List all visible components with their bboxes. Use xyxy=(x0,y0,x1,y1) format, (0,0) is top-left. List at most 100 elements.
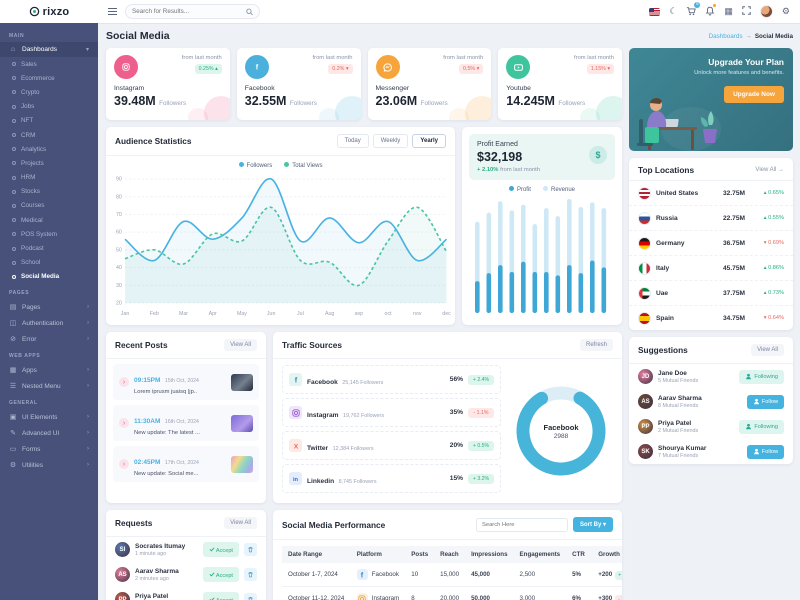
youtube-icon xyxy=(506,55,531,79)
sidebar-item-hrm[interactable]: HRM xyxy=(0,171,98,185)
accept-button[interactable]: Accept xyxy=(202,542,239,557)
sidebar-item-ecommerce[interactable]: Ecommerce xyxy=(0,71,98,85)
traffic-source-row[interactable]: f Facebook 25,145 Followers 56% + 2.4% xyxy=(282,365,501,394)
fullscreen-icon[interactable] xyxy=(742,6,751,17)
user-avatar[interactable] xyxy=(759,5,773,18)
accept-button[interactable]: Accept xyxy=(202,592,239,600)
sidebar-item-utilities[interactable]: ⚙ Utilities › xyxy=(9,461,89,470)
menu-toggle-icon[interactable] xyxy=(108,7,117,16)
apps-grid-icon[interactable]: ▦ xyxy=(724,6,733,16)
trash-icon[interactable] xyxy=(244,568,257,581)
suggestions-view-all-button[interactable]: View All xyxy=(751,344,784,356)
settings-gear-icon[interactable]: ⚙ xyxy=(781,6,790,16)
column-header[interactable]: Date Range xyxy=(282,546,351,563)
search-input[interactable] xyxy=(132,8,242,15)
traffic-source-row[interactable]: Instagram 19,762 Followers 35% - 1.1% xyxy=(282,398,501,427)
sidebar-item-jobs[interactable]: Jobs xyxy=(0,100,98,114)
performance-title: Social Media Performance xyxy=(282,519,386,530)
stat-card-facebook[interactable]: f from last month 0.2% ▾ Facebook 32.55M… xyxy=(236,48,361,120)
traffic-source-row[interactable]: X Twitter 12,384 Followers 20% + 0.5% xyxy=(282,431,501,460)
bullet-icon xyxy=(12,175,16,180)
dark-mode-icon[interactable]: ☾ xyxy=(669,6,678,16)
stat-card-instagram[interactable]: from last month 0.25% ▴ Instagram 39.48M… xyxy=(106,48,230,120)
sidebar-item-nested-menu[interactable]: ☰ Nested Menu › xyxy=(9,382,89,391)
trash-icon[interactable] xyxy=(244,543,257,556)
locations-view-all-link[interactable]: View All → xyxy=(755,167,784,173)
cart-icon[interactable]: 5 xyxy=(686,1,701,18)
follow-button[interactable]: Follow xyxy=(746,394,784,409)
column-header[interactable]: Reach xyxy=(434,546,466,563)
following-button[interactable]: Following xyxy=(739,419,784,434)
requests-view-all-button[interactable]: View All xyxy=(224,517,257,529)
sidebar-item-crypto[interactable]: Crypto xyxy=(0,85,98,99)
table-row[interactable]: October 1-7, 2024 f Facebook 10 15,000 45,0… xyxy=(282,563,622,587)
sidebar-item-school[interactable]: School xyxy=(0,256,98,270)
sidebar-item-forms[interactable]: ▭ Forms › xyxy=(9,445,89,454)
traffic-source-row[interactable]: in Linkedin 8,745 Followers 15% + 3.2% xyxy=(282,464,501,493)
post-item[interactable]: › 02:45PM 17th Oct, 2024 New update: Soc… xyxy=(113,446,259,482)
refresh-button[interactable]: Refresh xyxy=(579,339,613,351)
facebook-icon: f xyxy=(289,373,302,386)
tab-today[interactable]: Today xyxy=(336,134,369,148)
column-header[interactable]: Impressions xyxy=(465,546,514,563)
bell-icon[interactable] xyxy=(705,3,717,18)
stat-card-messenger[interactable]: from last month 0.5% ▾ Messenger 23.06M … xyxy=(367,48,492,120)
elements-icon: ▣ xyxy=(9,414,17,421)
stat-platform: Youtube xyxy=(506,85,531,92)
sidebar-item-pos-system[interactable]: POS System xyxy=(0,227,98,241)
column-header[interactable]: Growth xyxy=(592,546,622,563)
breadcrumb-section[interactable]: Dashboards xyxy=(708,32,743,40)
location-row[interactable]: Germany 36.75M ▾ 0.69% xyxy=(629,231,793,256)
column-header[interactable]: CTR xyxy=(566,546,593,563)
column-header[interactable]: Engagements xyxy=(513,546,567,563)
sidebar-item-analytics[interactable]: Analytics xyxy=(0,142,98,156)
post-item[interactable]: › 09:15PM 15th Oct, 2024 Lorem iprusm ju… xyxy=(113,364,259,400)
requests-card: Requests View All SI Socrates Itumay 1 mi… xyxy=(106,510,266,600)
sidebar-item-courses[interactable]: Courses xyxy=(0,199,98,213)
location-row[interactable]: Italy 45.75M ▴ 0.86% xyxy=(629,256,793,281)
sidebar-item-nft[interactable]: NFT xyxy=(0,114,98,128)
recent-posts-view-all-button[interactable]: View All xyxy=(224,339,257,351)
tab-weekly[interactable]: Weekly xyxy=(372,134,409,148)
location-row[interactable]: Spain 34.75M ▾ 0.64% xyxy=(629,306,793,330)
location-row[interactable]: United States 32.75M ▴ 0.65% xyxy=(629,181,793,206)
location-row[interactable]: Russia 22.75M ▴ 0.55% xyxy=(629,206,793,231)
accept-button[interactable]: Accept xyxy=(202,567,239,582)
location-row[interactable]: Uae 37.75M ▴ 0.73% xyxy=(629,281,793,306)
sidebar-item-pages[interactable]: ▤ Pages › xyxy=(9,303,89,312)
follow-button[interactable]: Follow xyxy=(746,444,784,459)
column-header[interactable]: Platform xyxy=(350,546,406,563)
sidebar-item-projects[interactable]: Projects xyxy=(0,156,98,170)
bar-chart-legend: Profit Revenue xyxy=(469,180,615,193)
sidebar-item-podcast[interactable]: Podcast xyxy=(0,241,98,255)
sidebar-item-crm[interactable]: CRM xyxy=(0,128,98,142)
table-row[interactable]: October 11-12, 2024 Instagram 8 20,000 50,… xyxy=(282,586,622,600)
brand-logo[interactable]: rixzo xyxy=(0,0,98,23)
sidebar-item-error[interactable]: ⊘ Error › xyxy=(10,335,89,344)
svg-text:90: 90 xyxy=(116,177,122,183)
language-flag-icon[interactable] xyxy=(649,7,661,16)
sidebar-item-medical[interactable]: Medical xyxy=(0,213,98,227)
sidebar-item-sales[interactable]: Sales xyxy=(0,57,98,71)
tab-yearly[interactable]: Yearly xyxy=(412,134,446,148)
sidebar-item-stocks[interactable]: Stocks xyxy=(0,185,98,199)
avatar: AS xyxy=(115,567,130,582)
sidebar-item-apps[interactable]: ▦ Apps › xyxy=(9,366,89,375)
table-search-input[interactable] xyxy=(475,517,568,532)
post-item[interactable]: › 11:30AM 16th Oct, 2024 New update: The… xyxy=(113,405,259,441)
search-icon[interactable] xyxy=(246,8,253,16)
sidebar-item-social-media[interactable]: Social Media xyxy=(0,270,98,284)
column-header[interactable]: Posts xyxy=(405,546,435,563)
following-button[interactable]: Following xyxy=(739,369,784,384)
legend-item: Profit xyxy=(508,186,531,193)
sidebar-item-authentication[interactable]: ◫ Authentication › xyxy=(9,319,89,328)
stat-card-youtube[interactable]: from last month 1.15% ▾ Youtube 14.245M … xyxy=(498,48,622,120)
bullet-icon xyxy=(12,218,16,223)
sort-by-button[interactable]: Sort By ▾ xyxy=(572,517,613,532)
sidebar-item-ui-elements[interactable]: ▣ UI Elements › xyxy=(9,413,89,422)
sidebar-item-advanced-ui[interactable]: ✎ Advanced UI › xyxy=(10,429,89,438)
sidebar-item-dashboards[interactable]: ⌂ Dashboards ▾ xyxy=(0,42,98,57)
upgrade-now-button[interactable]: Upgrade Now xyxy=(724,86,784,103)
instagram-icon xyxy=(114,55,138,79)
trash-icon[interactable] xyxy=(244,593,257,600)
